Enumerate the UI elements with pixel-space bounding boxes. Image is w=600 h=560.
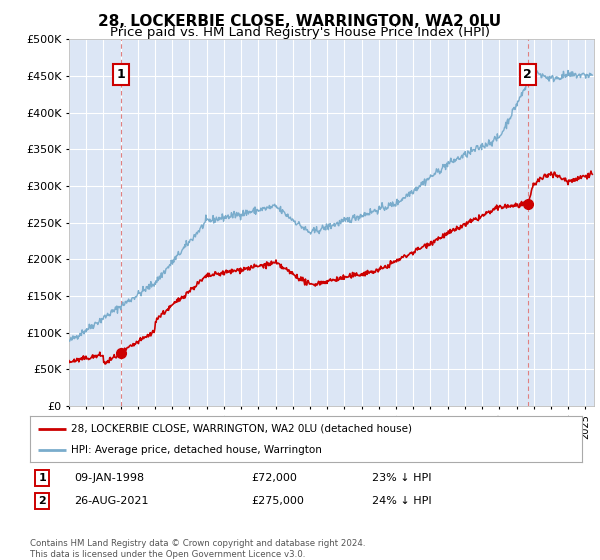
Text: Price paid vs. HM Land Registry's House Price Index (HPI): Price paid vs. HM Land Registry's House … xyxy=(110,26,490,39)
Text: 28, LOCKERBIE CLOSE, WARRINGTON, WA2 0LU (detached house): 28, LOCKERBIE CLOSE, WARRINGTON, WA2 0LU… xyxy=(71,424,412,434)
Text: 1: 1 xyxy=(117,68,125,81)
Text: £72,000: £72,000 xyxy=(251,473,296,483)
Text: 23% ↓ HPI: 23% ↓ HPI xyxy=(372,473,432,483)
Text: 28, LOCKERBIE CLOSE, WARRINGTON, WA2 0LU: 28, LOCKERBIE CLOSE, WARRINGTON, WA2 0LU xyxy=(98,14,502,29)
Text: 2: 2 xyxy=(523,68,532,81)
Text: HPI: Average price, detached house, Warrington: HPI: Average price, detached house, Warr… xyxy=(71,445,322,455)
Text: 2: 2 xyxy=(38,496,46,506)
Text: Contains HM Land Registry data © Crown copyright and database right 2024.
This d: Contains HM Land Registry data © Crown c… xyxy=(30,539,365,559)
Text: 26-AUG-2021: 26-AUG-2021 xyxy=(74,496,149,506)
Text: 09-JAN-1998: 09-JAN-1998 xyxy=(74,473,144,483)
Text: 1: 1 xyxy=(38,473,46,483)
Text: 24% ↓ HPI: 24% ↓ HPI xyxy=(372,496,432,506)
Text: £275,000: £275,000 xyxy=(251,496,304,506)
